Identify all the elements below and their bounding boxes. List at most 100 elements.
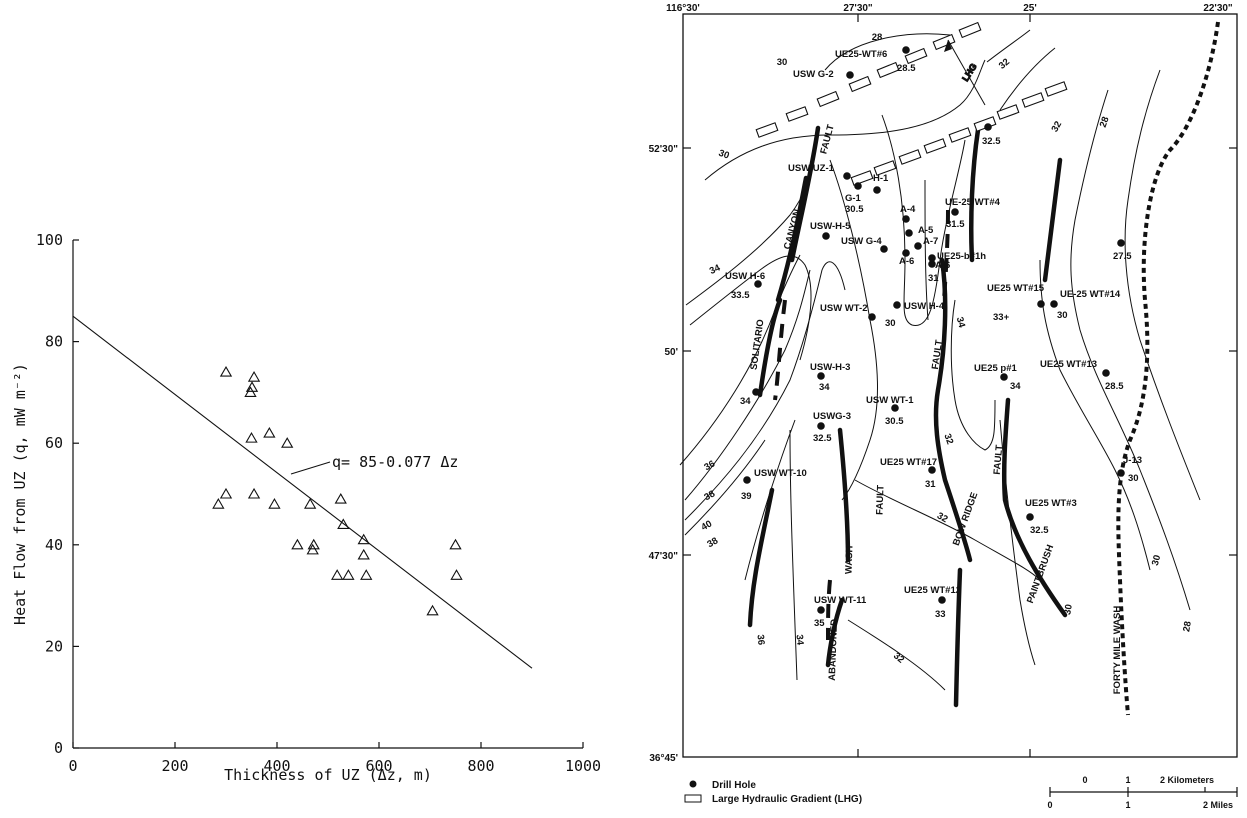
- drill-hole-marker: [902, 46, 910, 54]
- drill-hole-name: UE25-b#1h: [937, 251, 986, 262]
- fault-name-label: FAULT: [818, 123, 836, 155]
- drill-hole-marker: [817, 422, 825, 430]
- contour-value-label: 38: [702, 488, 717, 503]
- data-point: [268, 498, 281, 509]
- fault-dashes: [773, 209, 950, 641]
- drill-hole-name: UE25 WT#3: [1025, 498, 1077, 509]
- contour-value-label: 30: [717, 148, 731, 162]
- drill-hole-name: UE25 p#1: [974, 363, 1017, 374]
- drill-hole-name: UE25 WT#13: [1040, 359, 1097, 370]
- drill-hole-name: UE25 WT#17: [880, 457, 937, 468]
- contour-value-label: 40: [699, 518, 714, 533]
- fault-name-label: FAULT: [874, 485, 886, 515]
- drill-hole-name: A-6: [935, 260, 950, 271]
- x-tick-label: 1000: [565, 757, 601, 775]
- legend-drill-hole-symbol: [689, 780, 697, 788]
- lat-label-50: 50': [664, 347, 678, 358]
- drill-hole-name: USW G-4: [841, 236, 882, 247]
- central-fault: [933, 257, 973, 563]
- drill-hole-value: 35: [814, 618, 825, 629]
- drill-hole-name: USW-H-5: [810, 221, 851, 232]
- drill-hole-value: 31: [928, 273, 939, 284]
- drill-hole-name: USWG-3: [813, 411, 851, 422]
- drill-hole-name: USW G-2: [793, 69, 834, 80]
- drill-hole-marker: [893, 301, 901, 309]
- drill-hole-marker: [1000, 373, 1008, 381]
- data-point: [360, 569, 373, 580]
- lhg-label: LHG: [960, 62, 979, 83]
- solitario-canyon-fault: [757, 297, 783, 398]
- drill-hole-value: 33.5: [731, 290, 750, 301]
- map-legend: Drill Hole Large Hydraulic Gradient (LHG…: [684, 780, 862, 805]
- drill-hole-value: 30.5: [885, 416, 904, 427]
- drill-hole-value: 33+: [993, 312, 1010, 323]
- scale-bar: 0 1 2 Kilometers 0 1 2 Miles: [1047, 775, 1238, 810]
- drill-hole-value: 32.5: [982, 136, 1001, 147]
- drill-hole-name: UE25 WT#15: [987, 283, 1045, 294]
- drill-hole-name: USW WT-11: [814, 595, 867, 606]
- paintbrush-fault-upper: [1042, 157, 1063, 283]
- contour-value-label: 36: [702, 458, 717, 473]
- lhg-rect: [948, 127, 972, 143]
- data-point: [247, 371, 261, 382]
- lhg-rect: [898, 149, 922, 165]
- drill-hole-name: A-5: [918, 225, 934, 236]
- drill-hole-marker: [914, 242, 922, 250]
- data-point: [303, 498, 317, 509]
- y-tick-label: 20: [45, 637, 63, 655]
- contour-value-label: 28: [1098, 115, 1112, 129]
- data-point: [337, 518, 350, 530]
- lhg-rect: [850, 170, 874, 186]
- drill-hole-marker: [846, 71, 854, 79]
- lhg-rect: [873, 160, 897, 176]
- scale-mi-0: 0: [1047, 800, 1052, 810]
- lhg-rect: [785, 106, 809, 122]
- data-points: [212, 365, 463, 616]
- drill-hole-marker: [754, 280, 762, 288]
- drill-hole-value: 30: [885, 318, 896, 329]
- lat-label-36-45: 36°45': [649, 753, 678, 764]
- data-point: [219, 365, 233, 377]
- drill-hole-name: A-4: [900, 204, 916, 215]
- drill-hole-value: 34: [1010, 381, 1021, 392]
- x-tick-label: 800: [467, 757, 494, 775]
- lhg-rect: [848, 75, 872, 93]
- lhg-rect: [932, 33, 956, 51]
- drill-hole-marker: [822, 232, 830, 240]
- fit-equation-annotation: q= 85-0.077 Δz: [332, 453, 458, 471]
- data-point: [212, 498, 225, 509]
- drill-hole-name: UE25-WT#6: [835, 49, 887, 60]
- drill-hole-name: USW-H-3: [810, 362, 850, 373]
- solitario-canyon-fault: [789, 125, 821, 263]
- lhg-rect: [996, 104, 1020, 120]
- data-point: [263, 426, 276, 438]
- contour-value-label: 28: [872, 32, 883, 43]
- drill-hole-name: UE-25 WT#14: [1060, 289, 1121, 300]
- data-point: [334, 492, 347, 504]
- drill-hole-value: 30.5: [845, 204, 864, 215]
- x-ticks: 0 200 400 600 800 1000: [68, 742, 601, 775]
- contour-value-label: 30: [777, 57, 788, 68]
- contour-lines: [679, 29, 1201, 691]
- data-point: [449, 538, 462, 550]
- data-point: [331, 569, 344, 580]
- drill-hole-value: 31: [925, 479, 936, 490]
- contour-value-label: 34: [794, 634, 806, 646]
- solitario-canyon-fault: [747, 487, 775, 628]
- drill-hole-value: 30: [1057, 310, 1068, 321]
- paintbrush-fault: [1001, 397, 1068, 618]
- bow-ridge-fault: [969, 127, 981, 263]
- drill-hole-name: J-13: [1123, 455, 1142, 466]
- data-point: [357, 548, 370, 560]
- y-tick-label: 0: [54, 739, 63, 757]
- data-point: [247, 487, 261, 499]
- y-axis-label: Heat Flow from UZ (q, mW m⁻²): [11, 363, 29, 625]
- lhg-rect: [876, 61, 900, 79]
- lhg-arrow: [947, 39, 986, 106]
- drill-hole-value: 30: [1128, 473, 1139, 484]
- heat-flow-scatter-chart: 0 200 400 600 800 1000 0 20 40 60 80 100 q= 85-0.0…: [11, 231, 601, 784]
- scale-mi-2: 2 Miles: [1203, 800, 1233, 810]
- lhg-rect: [923, 138, 947, 154]
- drill-hole-marker: [951, 208, 959, 216]
